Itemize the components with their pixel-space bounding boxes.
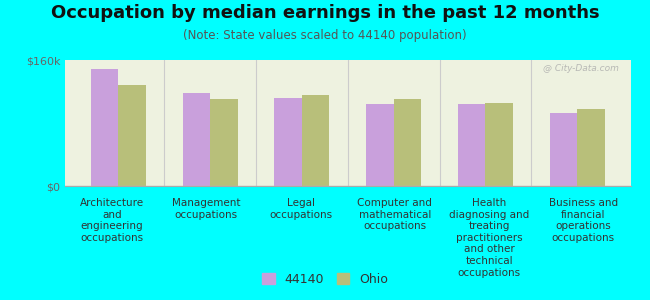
Text: Architecture
and
engineering
occupations: Architecture and engineering occupations	[80, 198, 144, 243]
Bar	[210, 99, 238, 186]
Text: Health
diagnosing and
treating
practitioners
and other
technical
occupations: Health diagnosing and treating practitio…	[449, 198, 529, 278]
Text: Occupation by median earnings in the past 12 months: Occupation by median earnings in the pas…	[51, 4, 599, 22]
Bar	[486, 103, 513, 186]
Bar	[577, 109, 605, 186]
Bar	[183, 93, 210, 186]
Text: @ City-Data.com: @ City-Data.com	[543, 64, 619, 73]
Text: Computer and
mathematical
occupations: Computer and mathematical occupations	[358, 198, 432, 231]
Bar	[274, 98, 302, 186]
Bar	[550, 113, 577, 186]
Text: Management
occupations: Management occupations	[172, 198, 240, 220]
Text: Legal
occupations: Legal occupations	[269, 198, 332, 220]
Bar	[394, 99, 421, 186]
Text: Business and
financial
operations
occupations: Business and financial operations occupa…	[549, 198, 618, 243]
Legend: 44140, Ohio: 44140, Ohio	[257, 268, 393, 291]
Bar	[458, 104, 486, 186]
Bar	[91, 69, 118, 186]
Bar	[366, 104, 394, 186]
Bar	[302, 95, 330, 186]
Bar	[118, 85, 146, 186]
Text: (Note: State values scaled to 44140 population): (Note: State values scaled to 44140 popu…	[183, 28, 467, 41]
